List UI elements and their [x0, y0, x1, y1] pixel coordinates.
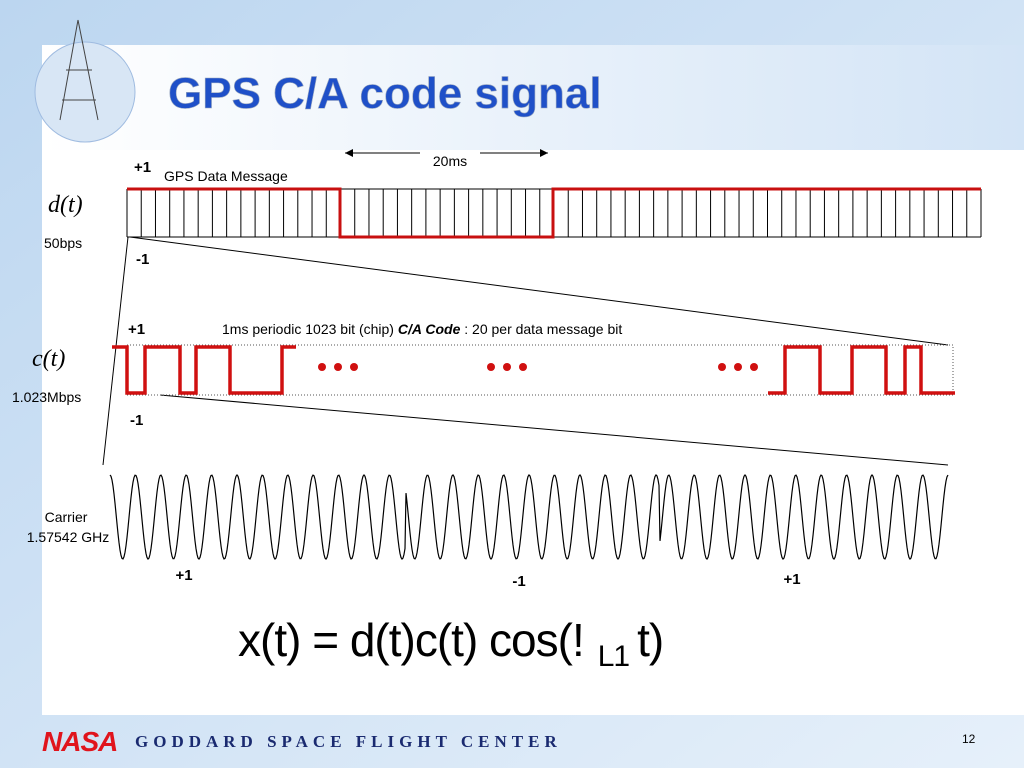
period-label: 20ms [433, 153, 467, 169]
plus-label: +1 [128, 321, 145, 338]
code-label-suffix: : 20 per data message bit [460, 321, 622, 337]
phase-sign: +1 [175, 567, 192, 584]
zoom-line [102, 236, 129, 466]
code-label-emphasis: C/A Code [398, 321, 461, 337]
formula-subscript: L1 [598, 640, 630, 673]
formula-main: x(t) = d(t)c(t) cos(! [238, 614, 584, 666]
plus-label: +1 [134, 159, 151, 176]
title-band [42, 45, 1024, 150]
carrier-label: Carrier [45, 509, 88, 525]
code-waveform [768, 345, 955, 395]
logo-emblem [34, 41, 136, 143]
title: GPS C/A code signal [168, 69, 602, 118]
phase-sign: -1 [512, 573, 525, 590]
minus-label: -1 [130, 412, 143, 429]
page-number: 12 [962, 732, 976, 746]
zoom-line [129, 236, 949, 346]
rate-label: 50bps [44, 235, 82, 251]
formula: x(t) = d(t)c(t) cos(! L1 t) [238, 614, 663, 673]
carrier-wave [109, 474, 949, 560]
code-label-prefix: 1ms periodic 1023 bit (chip) [222, 321, 398, 337]
formula-tail: t) [637, 614, 663, 666]
symbol: d(t) [48, 192, 83, 218]
ellipsis [318, 363, 758, 371]
minus-label: -1 [136, 251, 149, 268]
rate-label: 1.023Mbps [12, 389, 81, 405]
zoom-line [159, 394, 949, 466]
logo-rocket [59, 19, 99, 121]
code-waveform [112, 345, 296, 395]
phase-sign: +1 [783, 571, 800, 588]
code-label: 1ms periodic 1023 bit (chip) C/A Code : … [222, 321, 622, 337]
content-area [42, 150, 1024, 715]
organization: GODDARD SPACE FLIGHT CENTER [135, 732, 562, 751]
carrier-frequency: 1.57542 GHz [27, 529, 110, 545]
data-waveform [127, 187, 981, 239]
nasa-logo: NASA [42, 726, 117, 757]
data-label: GPS Data Message [164, 168, 288, 184]
symbol: c(t) [32, 346, 65, 372]
